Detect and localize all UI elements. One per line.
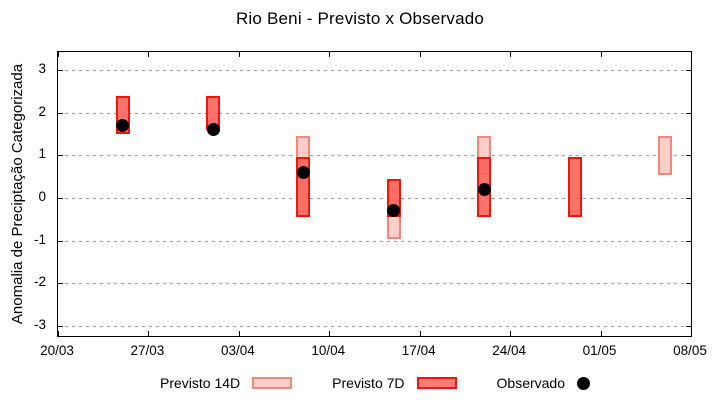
gridline-y--2 [58,283,691,285]
x-tick-bottom [510,331,512,336]
y-tick-left [58,240,63,242]
filled-circle-swatch-icon [577,376,590,390]
x-tick-top [600,52,602,57]
x-tick-label: 10/04 [311,343,346,358]
gridline-y-3 [58,69,691,71]
x-tick-bottom [238,331,240,336]
x-tick-bottom [691,331,692,336]
y-tick-right [686,112,691,114]
x-tick-bottom [329,331,331,336]
range-box-7d-swatch-icon [416,377,457,389]
x-tick-top [329,52,331,57]
y-tick-right [686,240,691,242]
y-tick-label: -3 [33,317,46,333]
y-tick-label: -2 [33,274,46,290]
observado-point [477,182,491,196]
gridline-y-0 [58,198,691,199]
legend-item-observado: Observado [497,375,590,391]
y-tick-left [58,112,63,114]
y-tick-right [686,283,691,285]
y-tick-left [58,326,63,328]
legend-label-previsto-7d: Previsto 7D [332,375,405,391]
x-tick-bottom [419,331,421,336]
legend-item-previsto-7d: Previsto 7D [332,375,457,391]
observado-point [116,118,130,132]
x-tick-label: 01/05 [582,343,617,358]
observado-point [206,123,220,137]
x-tick-top [58,52,59,57]
range-box-14d-swatch-icon [252,377,293,389]
gridline-y-1 [58,155,691,157]
y-tick-label: 2 [38,103,46,119]
x-tick-top [419,52,421,57]
observado-point [296,165,310,179]
x-tick-label: 08/05 [673,343,707,358]
y-tick-right [686,69,691,71]
y-tick-label: -1 [33,231,46,247]
x-tick-label: 27/03 [130,343,165,358]
x-tick-bottom [148,331,150,336]
legend-label-previsto-14d: Previsto 14D [160,375,241,391]
range-bar-previsto-14d [658,136,673,175]
gridline-y-2 [58,112,691,114]
x-tick-bottom [600,331,602,336]
y-tick-left [58,69,63,71]
x-tick-label: 20/03 [40,343,74,358]
legend-label-observado: Observado [496,375,565,391]
y-tick-label: 3 [38,60,46,76]
y-tick-right [686,198,691,199]
x-tick-bottom [58,331,59,336]
y-tick-left [58,155,63,157]
x-tick-label: 17/04 [401,343,436,358]
x-tick-top [510,52,512,57]
gridline-y--3 [58,326,691,328]
y-tick-left [58,198,63,199]
y-tick-right [686,155,691,157]
gridline-y--1 [58,240,691,242]
x-tick-top [691,52,692,57]
x-tick-label: 24/04 [492,343,527,358]
y-tick-right [686,326,691,328]
y-tick-left [58,283,63,285]
plot-area [57,51,692,337]
range-bar-previsto-7d [567,157,582,218]
x-tick-label: 03/04 [220,343,255,358]
chart-title: Rio Beni - Previsto x Observado [235,9,485,28]
legend-item-previsto-14d: Previsto 14D [160,375,293,391]
y-tick-label: 1 [38,146,46,162]
x-tick-top [238,52,240,57]
x-tick-top [148,52,150,57]
legend: Previsto 14D Previsto 7D Observado [0,371,720,395]
observado-point [387,204,401,218]
y-tick-label: 0 [38,189,46,204]
